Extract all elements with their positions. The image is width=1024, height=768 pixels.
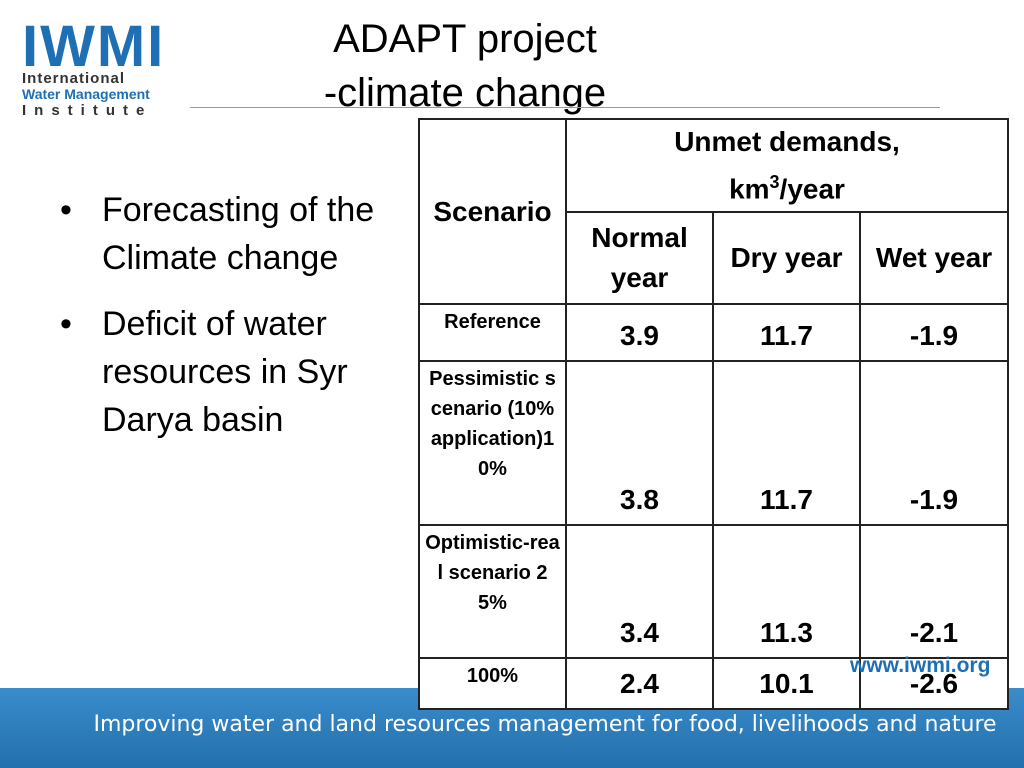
cell: 2.4: [565, 657, 714, 711]
bullet-list: Forecasting of the Climate change Deficit…: [60, 186, 420, 462]
header-text: 3: [769, 172, 780, 192]
bullet: Deficit of water resources in Syr Darya …: [60, 300, 392, 444]
title-line: -climate change: [323, 71, 607, 115]
header-cell: Normal year: [565, 211, 714, 306]
title: ADAPT project -climate change: [230, 12, 700, 120]
header-cell: Wet year: [858, 211, 1010, 306]
table-row: Optimistic-real scenario 25% 3.4 11.3 -2.1: [418, 524, 1010, 660]
logo-line: Water Management: [22, 86, 150, 102]
tagline: Improving water and land resources manag…: [93, 712, 997, 737]
title-line: ADAPT project: [333, 17, 597, 61]
cell: -2.1: [858, 524, 1010, 660]
cell: 11.7: [712, 360, 861, 527]
bullet: Forecasting of the Climate change: [60, 186, 392, 282]
row-label: Reference: [418, 303, 567, 363]
cell: 3.9: [565, 303, 714, 363]
row-label: 100%: [418, 657, 567, 711]
header-text: km: [729, 173, 770, 205]
cell: 10.1: [712, 657, 861, 711]
cell: 11.3: [712, 524, 861, 660]
cell: -2.6: [858, 657, 1010, 711]
url: www.iwmi.org: [850, 654, 991, 677]
header-cell: Scenario: [418, 117, 567, 306]
logo-name: IWMI: [22, 14, 166, 79]
header-cell: Dry year: [712, 211, 861, 306]
table-row: 100% 2.4 10.1 -2.6: [418, 657, 1010, 711]
cell: 3.8: [565, 360, 714, 527]
logo-line: International: [22, 70, 126, 87]
table-row: Reference 3.9 11.7 -1.9: [418, 303, 1010, 363]
table-row: Pessimistic scenario (10% application)10…: [418, 360, 1010, 527]
row-label: Pessimistic scenario (10% application)10…: [418, 360, 567, 527]
cell: 3.4: [565, 524, 714, 660]
cell: -1.9: [858, 303, 1010, 363]
logo-line: Institute: [22, 102, 153, 119]
header-cell: Unmet demands, km3/year: [564, 117, 1010, 214]
cell: 11.7: [712, 303, 861, 363]
header-text: /year: [779, 173, 845, 205]
table: Scenario Unmet demands, km3/year Normal y…: [418, 117, 1010, 711]
title-rule: [190, 107, 940, 108]
header-text: Unmet demands,: [674, 126, 900, 157]
cell: -1.9: [858, 360, 1010, 527]
row-label: Optimistic-real scenario 25%: [418, 524, 567, 660]
